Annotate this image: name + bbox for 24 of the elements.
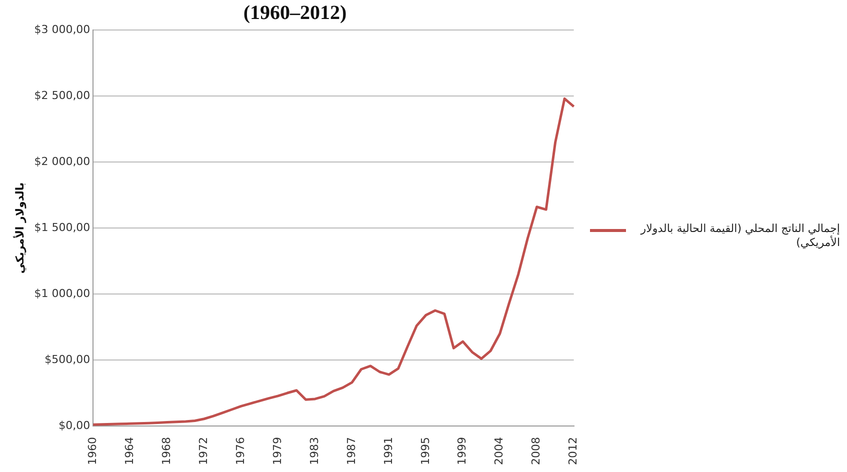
x-tick-label: 2008 xyxy=(530,437,543,466)
x-tick-label: 1987 xyxy=(344,437,358,466)
x-tick-label: 1999 xyxy=(456,437,469,466)
x-tick-label: 1964 xyxy=(123,437,136,466)
y-axis-title: بالدولار الأمريكي xyxy=(12,182,26,274)
y-tick-label: $3 000,00 xyxy=(34,22,90,36)
legend-label: إجمالي الناتج المحلي (القيمة الحالية بالدولار الأمريكي) xyxy=(639,222,840,250)
x-tick-label: 1976 xyxy=(234,437,247,466)
y-tick-label: $2 500,00 xyxy=(34,88,90,102)
x-tick-label: 1983 xyxy=(308,437,321,466)
x-tick-label: 1995 xyxy=(418,437,432,466)
y-tick-label: $1 500,00 xyxy=(34,220,90,234)
y-tick-label: $2 000,00 xyxy=(34,154,90,168)
x-tick-label: 1991 xyxy=(382,437,395,466)
x-tick-label: 2004 xyxy=(492,437,506,466)
y-tick-label: $0,00 xyxy=(58,418,90,432)
x-tick-label: 2012 xyxy=(566,437,580,466)
y-tick-label: $500,00 xyxy=(44,352,90,366)
chart-title: (1960–2012) xyxy=(243,2,347,24)
x-tick-label: 1979 xyxy=(270,437,284,466)
x-tick-label: 1968 xyxy=(160,437,173,466)
y-tick-label: $1 000,00 xyxy=(34,286,90,300)
x-tick-label: 1972 xyxy=(196,437,210,466)
x-tick-label: 1960 xyxy=(86,437,100,466)
